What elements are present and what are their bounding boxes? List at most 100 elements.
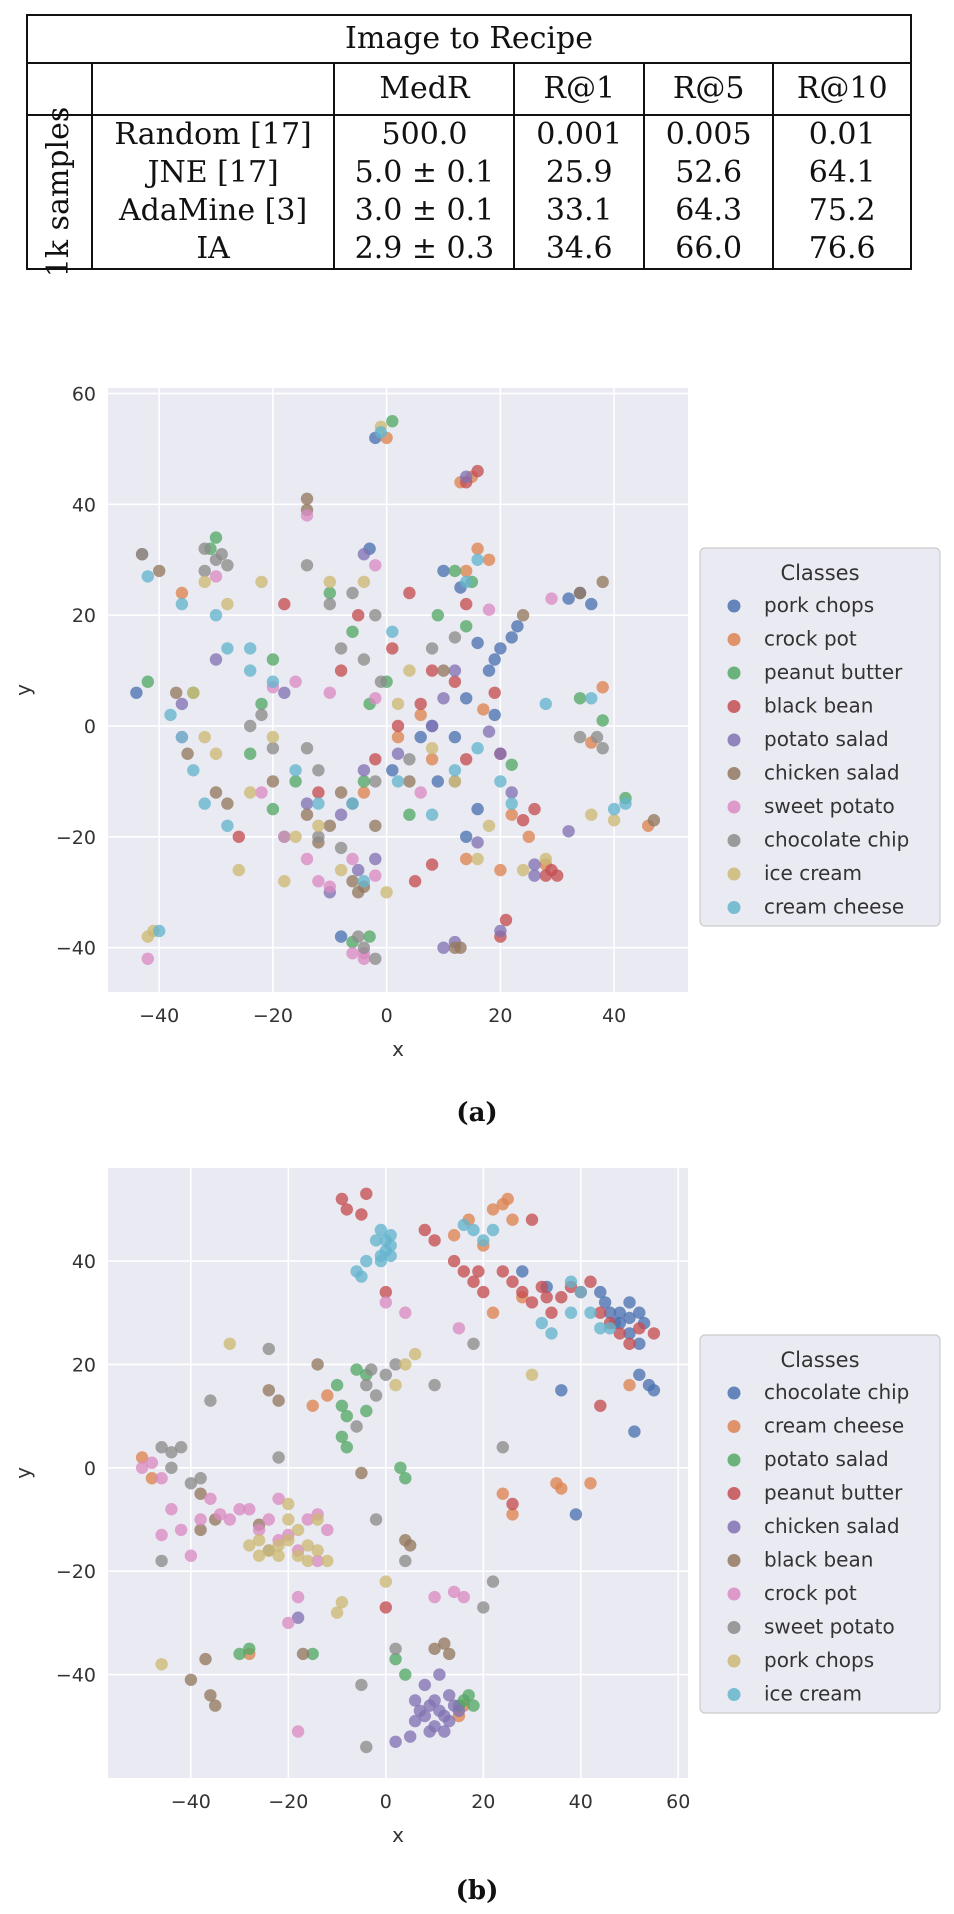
data-point	[209, 1699, 222, 1712]
data-point	[187, 764, 200, 777]
data-point	[633, 1322, 646, 1335]
legend-marker	[727, 1386, 741, 1400]
data-point	[628, 1425, 641, 1438]
data-point	[404, 1539, 417, 1552]
data-point	[334, 808, 348, 821]
data-point	[334, 863, 348, 877]
data-point	[357, 548, 371, 561]
data-point	[155, 1441, 168, 1454]
y-axis-label: y	[11, 1467, 35, 1479]
data-point	[403, 664, 416, 677]
column-header	[90, 62, 336, 116]
data-point	[379, 1575, 392, 1588]
data-point	[374, 426, 388, 439]
data-point	[414, 786, 427, 799]
table-cell: 64.3	[642, 192, 775, 230]
data-point	[467, 1337, 480, 1350]
data-point	[346, 586, 359, 600]
data-point	[623, 1311, 636, 1325]
data-point	[352, 609, 365, 622]
data-point	[380, 886, 393, 899]
data-point	[272, 1492, 285, 1505]
data-point	[282, 1497, 295, 1511]
table-cell: 64.1	[772, 154, 912, 192]
data-point	[312, 786, 325, 799]
data-point	[379, 1368, 392, 1381]
legend-entry: peanut butter	[764, 660, 903, 684]
data-point	[389, 1642, 402, 1655]
data-point	[334, 930, 348, 943]
data-point	[357, 775, 371, 788]
table-row: 1k samples Random [17] 500.0 0.001 0.005…	[26, 107, 912, 277]
legend-entry: ice cream	[764, 1682, 862, 1706]
data-point	[539, 852, 552, 866]
data-point	[528, 802, 541, 816]
data-point	[460, 753, 473, 766]
legend-marker	[727, 733, 741, 747]
data-point	[278, 875, 291, 888]
legend-marker	[727, 700, 741, 713]
legend-marker	[727, 1587, 741, 1601]
data-point	[562, 825, 575, 838]
data-point	[425, 753, 439, 766]
data-point	[209, 653, 223, 666]
data-point	[199, 1652, 212, 1666]
legend-entry: black bean	[764, 1548, 873, 1572]
method-name: Random [17]	[90, 115, 336, 154]
data-point	[323, 597, 336, 611]
data-point	[323, 586, 336, 600]
data-point	[209, 570, 223, 583]
data-point	[460, 692, 473, 705]
legend-entry: pork chops	[764, 593, 874, 617]
data-point	[506, 1213, 519, 1226]
data-point	[573, 730, 587, 744]
data-point	[399, 1668, 412, 1681]
data-point	[252, 1534, 266, 1547]
data-point	[243, 1503, 256, 1516]
data-point	[244, 786, 257, 799]
y-tick-label: −20	[56, 1561, 96, 1583]
legend-marker	[727, 1487, 741, 1500]
legend-entry: chocolate chip	[764, 1380, 909, 1404]
data-point	[306, 1647, 319, 1661]
data-point	[221, 597, 234, 611]
data-point	[501, 1192, 514, 1206]
data-point	[408, 1347, 422, 1361]
data-point	[471, 852, 484, 866]
data-point	[145, 1472, 159, 1485]
data-point	[360, 1378, 373, 1392]
data-point	[282, 1534, 295, 1547]
data-point	[623, 1378, 636, 1392]
data-point	[425, 742, 439, 755]
data-point	[266, 730, 280, 744]
data-point	[384, 1249, 397, 1263]
data-point	[194, 1513, 207, 1526]
data-point	[272, 1549, 285, 1562]
data-point	[335, 1399, 349, 1412]
data-point	[165, 1503, 178, 1516]
data-point	[585, 597, 598, 611]
data-point	[334, 841, 348, 855]
table-title: Image to Recipe	[26, 14, 912, 64]
data-point	[141, 675, 154, 688]
table-cell: 0.01	[772, 115, 912, 154]
data-point	[301, 1554, 314, 1568]
data-point	[428, 1694, 441, 1707]
data-point	[262, 1544, 275, 1557]
data-point	[460, 470, 473, 483]
data-point	[482, 725, 496, 738]
column-header-r1: R@1	[513, 62, 645, 116]
data-point	[278, 597, 291, 611]
data-point	[584, 1477, 597, 1490]
data-point	[535, 1316, 548, 1330]
data-point	[184, 1477, 198, 1490]
data-point	[141, 952, 154, 965]
data-point	[174, 1441, 188, 1454]
data-point	[525, 1368, 539, 1381]
y-tick-label: 60	[72, 384, 96, 406]
data-point	[539, 697, 552, 711]
data-point	[198, 575, 211, 589]
data-point	[153, 924, 166, 938]
y-tick-label: 0	[84, 716, 96, 738]
data-point	[594, 1285, 607, 1299]
